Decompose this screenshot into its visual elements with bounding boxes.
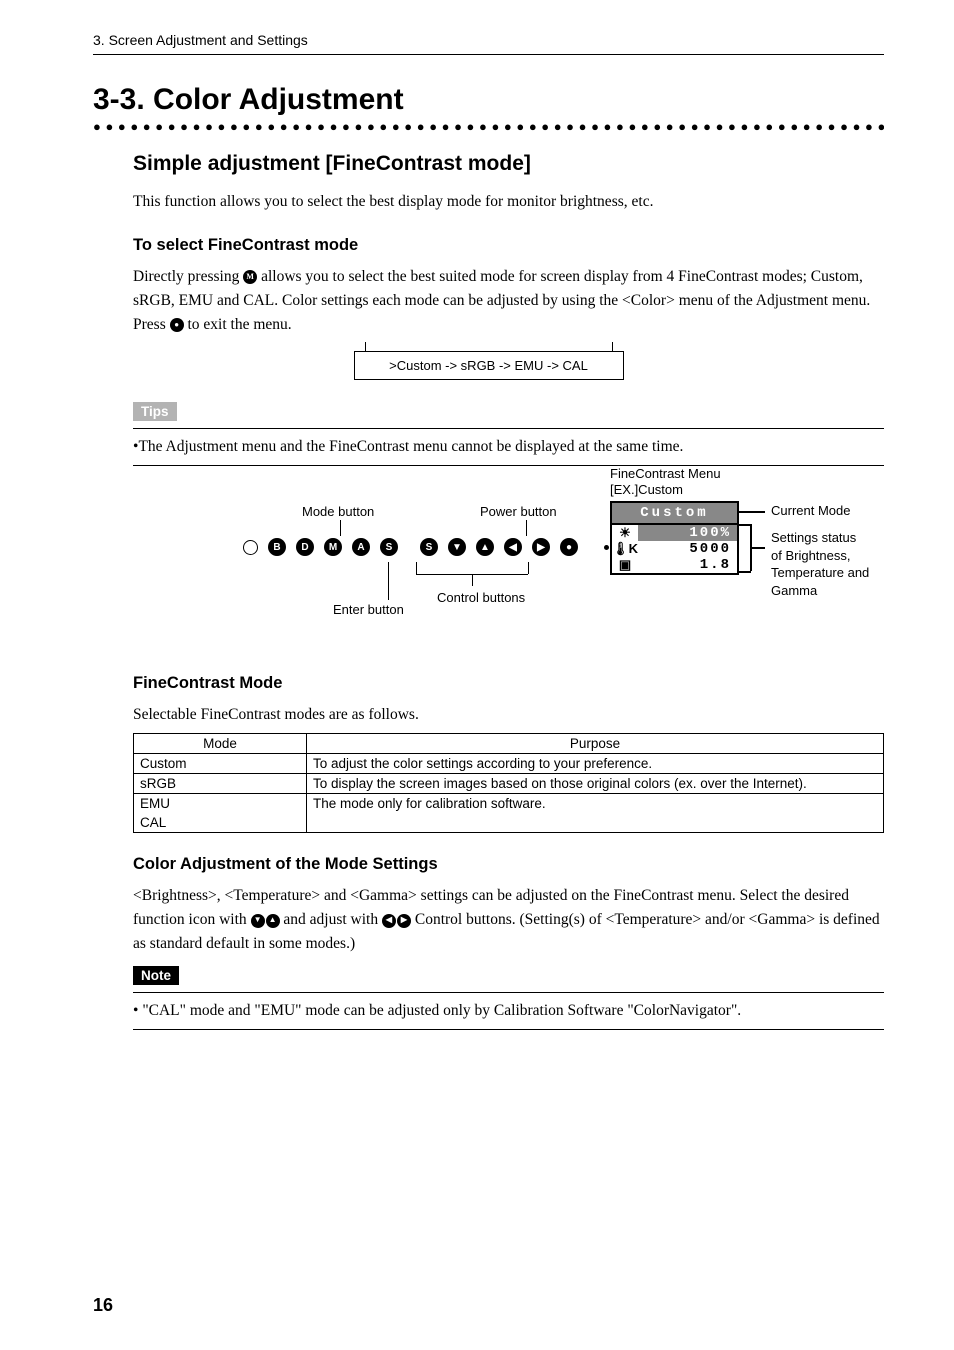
fc-menu-ex: [EX.]Custom (610, 482, 683, 497)
fc-temperature: 5000 (638, 541, 737, 557)
mode-button-label: Mode button (302, 504, 374, 519)
table-row: EMU The mode only for calibration softwa… (134, 794, 884, 814)
fc-menu-title: Custom (612, 503, 737, 525)
btn-right: ▶ (532, 538, 550, 556)
note-rule-top (133, 992, 884, 993)
enter-button-label: Enter button (333, 602, 404, 617)
tips-text: •The Adjustment menu and the FineContras… (133, 435, 884, 459)
tips-badge: Tips (133, 402, 177, 421)
fc-brightness: 100% (638, 525, 737, 541)
table-row: sRGB To display the screen images based … (134, 774, 884, 794)
fc-gamma: 1.8 (638, 557, 737, 573)
btn-s: S (380, 538, 398, 556)
brightness-icon: ☀ (612, 525, 638, 541)
updown-icons: ▼▲ (251, 914, 280, 928)
color-adjustment-heading: Color Adjustment of the Mode Settings (133, 855, 884, 874)
th-mode: Mode (134, 734, 307, 754)
simple-adj-intro: This function allows you to select the b… (133, 190, 884, 214)
note-text: • "CAL" mode and "EMU" mode can be adjus… (133, 999, 884, 1023)
select-finecontrast-body: Directly pressing M allows you to select… (133, 265, 884, 337)
btn-enter: ● (560, 538, 578, 556)
simple-adj-title: Simple adjustment [FineContrast mode] (133, 152, 884, 176)
select-p2a: Press (133, 316, 170, 333)
btn-s2: S (420, 538, 438, 556)
btn-left: ◀ (504, 538, 522, 556)
current-mode-label: Current Mode (771, 503, 850, 518)
note-rule-bottom (133, 1029, 884, 1030)
gamma-icon: ▣ (612, 557, 638, 573)
btn-b: B (268, 538, 286, 556)
mode-cycle-text: >Custom -> sRGB -> EMU -> CAL (389, 358, 588, 373)
button-row: B D M A S S ▼ ▲ ◀ ▶ ● (243, 538, 609, 556)
select-finecontrast-heading: To select FineContrast mode (133, 236, 884, 255)
power-led (604, 545, 609, 550)
note-badge: Note (133, 966, 179, 985)
fc-menu-label: FineContrast Menu (610, 466, 721, 481)
btn-m: M (324, 538, 342, 556)
finecontrast-menu: Custom ☀ 100% 🌡K 5000 ▣ 1.8 (610, 501, 739, 575)
power-button-label: Power button (480, 504, 557, 519)
tips-rule-top (133, 428, 884, 429)
btn-down: ▼ (448, 538, 466, 556)
page-number: 16 (93, 1295, 113, 1316)
th-purpose: Purpose (307, 734, 884, 754)
modes-table: Mode Purpose Custom To adjust the color … (133, 733, 884, 833)
btn-a: A (352, 538, 370, 556)
tips-rule-bottom (133, 465, 884, 466)
led-indicator (243, 540, 258, 555)
settings-status-label: Settings status of Brightness, Temperatu… (771, 529, 869, 599)
select-p2b: to exit the menu. (187, 316, 291, 333)
temperature-icon: 🌡K (612, 541, 638, 557)
section-title: 3-3. Color Adjustment (93, 83, 884, 117)
btn-d: D (296, 538, 314, 556)
mode-cycle-box: >Custom -> sRGB -> EMU -> CAL (354, 351, 624, 380)
btn-up: ▲ (476, 538, 494, 556)
finecontrast-mode-heading: FineContrast Mode (133, 674, 884, 693)
button-diagram: FineContrast Menu [EX.]Custom Mode butto… (133, 472, 884, 652)
color-adjustment-body: <Brightness>, <Temperature> and <Gamma> … (133, 884, 884, 956)
table-row: Custom To adjust the color settings acco… (134, 754, 884, 774)
header-rule (93, 54, 884, 55)
enter-icon: ● (170, 318, 184, 332)
control-buttons-label: Control buttons (437, 590, 525, 605)
mode-icon: M (243, 270, 257, 284)
leftright-icons: ◀▶ (382, 914, 411, 928)
finecontrast-mode-intro: Selectable FineContrast modes are as fol… (133, 703, 884, 727)
breadcrumb: 3. Screen Adjustment and Settings (93, 32, 884, 48)
dotted-rule: ●●●●●●●●●●●●●●●●●●●●●●●●●●●●●●●●●●●●●●●●… (93, 119, 884, 134)
select-p1a: Directly pressing (133, 268, 243, 285)
